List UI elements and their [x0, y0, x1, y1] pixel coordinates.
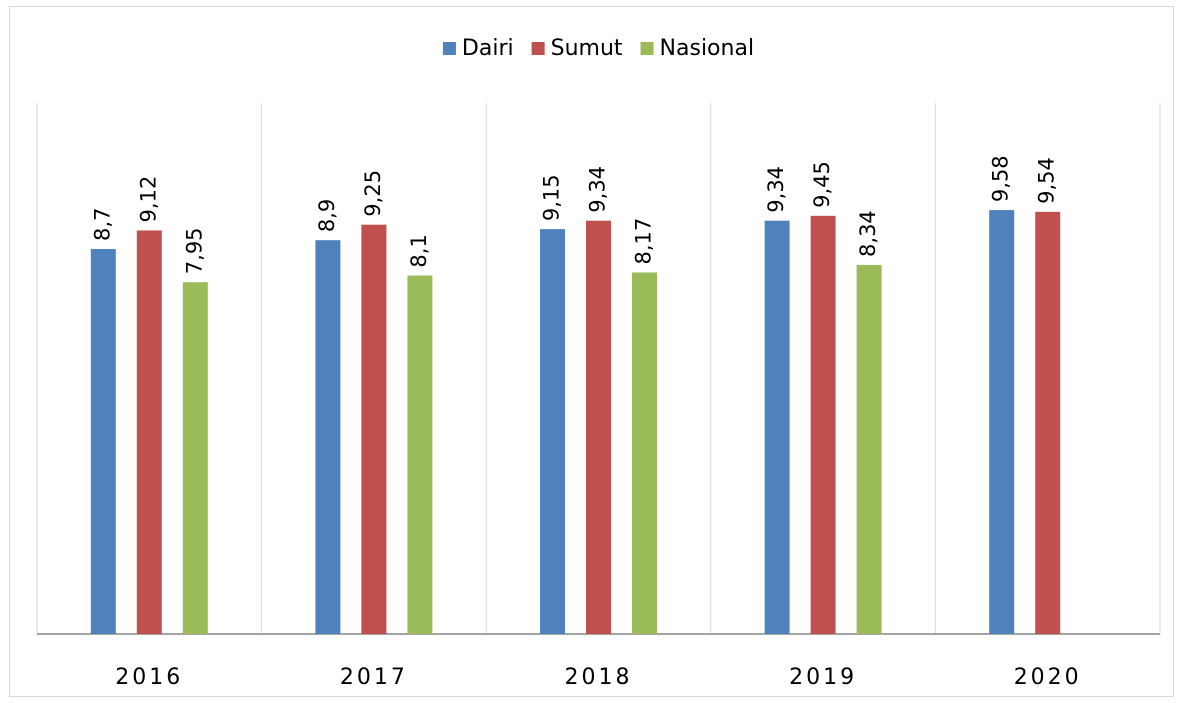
x-tick-label: 2019: [789, 665, 857, 690]
x-tick-label: 2017: [340, 665, 408, 690]
bar: [586, 220, 611, 634]
data-label: 7,95: [182, 227, 206, 274]
data-label: 9,58: [989, 155, 1013, 202]
bar: [407, 275, 433, 634]
bar: [182, 282, 208, 634]
data-label: 9,34: [764, 166, 788, 213]
data-label: 9,12: [136, 176, 160, 223]
bar: [632, 272, 657, 634]
data-label: 8,9: [315, 199, 339, 232]
bar: [856, 264, 882, 634]
bar: [989, 210, 1015, 634]
x-tick-label: 2016: [115, 665, 183, 690]
data-label: 9,15: [540, 174, 564, 221]
x-tick-label: 2018: [565, 665, 633, 690]
data-label: 8,34: [856, 210, 880, 257]
bar: [764, 220, 790, 634]
bar: [315, 240, 341, 635]
bar: [361, 224, 387, 634]
legend-label: Nasional: [660, 36, 755, 61]
legend-swatch: [531, 42, 545, 55]
legend-swatch: [442, 42, 456, 55]
bar: [540, 229, 565, 635]
bar: [810, 215, 836, 634]
data-label: 9,25: [361, 170, 385, 217]
x-tick-label: 2020: [1014, 665, 1082, 690]
data-label: 9,45: [810, 161, 834, 208]
legend-label: Sumut: [551, 36, 623, 61]
bar: [136, 230, 162, 634]
data-label: 8,17: [632, 218, 656, 265]
data-label: 8,7: [90, 208, 114, 241]
bar: [90, 249, 116, 634]
data-label: 8,1: [407, 234, 431, 267]
data-label: 9,34: [586, 166, 610, 213]
bar: [1035, 211, 1061, 635]
legend-label: Dairi: [462, 36, 514, 61]
data-label: 9,54: [1035, 157, 1059, 204]
legend-swatch: [640, 42, 654, 55]
